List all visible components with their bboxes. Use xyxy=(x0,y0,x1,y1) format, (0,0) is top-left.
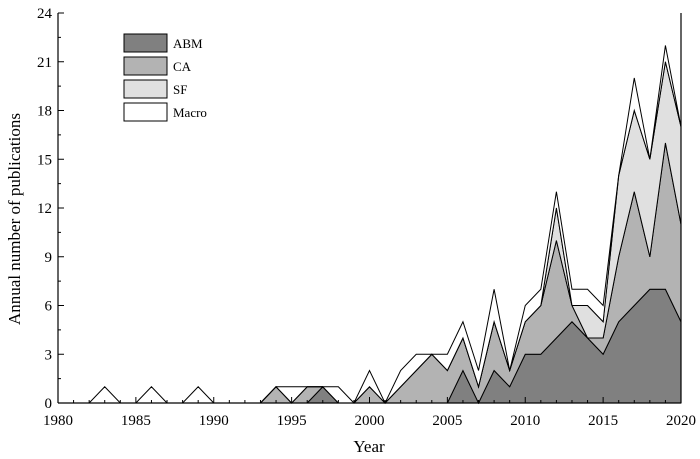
x-tick-label: 2015 xyxy=(588,413,618,429)
y-tick-label: 6 xyxy=(45,299,53,315)
x-tick-label: 2010 xyxy=(510,413,540,429)
y-axis-label: Annual number of publications xyxy=(5,113,24,325)
legend-swatch-sf xyxy=(123,79,168,99)
legend-label-abm: ABM xyxy=(173,36,203,51)
x-tick-label: 1980 xyxy=(43,413,73,429)
y-tick-label: 21 xyxy=(37,55,52,71)
x-tick-label: 2020 xyxy=(666,413,696,429)
y-tick-label: 9 xyxy=(45,250,53,266)
legend-label-sf: SF xyxy=(173,82,187,97)
x-tick-label: 1995 xyxy=(277,413,307,429)
x-tick-label: 1990 xyxy=(199,413,229,429)
y-tick-label: 0 xyxy=(45,396,53,412)
x-axis-label: Year xyxy=(353,437,385,456)
legend-label-ca: CA xyxy=(173,59,192,74)
x-tick-label: 2005 xyxy=(432,413,462,429)
legend-label-macro: Macro xyxy=(173,105,207,120)
y-tick-label: 3 xyxy=(45,347,53,363)
x-tick-label: 2000 xyxy=(355,413,385,429)
y-tick-label: 12 xyxy=(37,201,52,217)
y-axis-ticks: 0 3 6 9 12 15 18 21 24 xyxy=(37,6,64,412)
legend: ABM CA SF Macro xyxy=(123,33,207,122)
y-tick-label: 15 xyxy=(37,152,52,168)
x-tick-label: 1985 xyxy=(121,413,151,429)
legend-swatch-abm xyxy=(123,33,168,53)
stacked-areas xyxy=(58,45,682,405)
y-tick-label: 24 xyxy=(37,6,53,22)
legend-swatch-macro xyxy=(123,102,168,122)
x-axis-ticks: 1980 1985 1990 1995 2000 2005 2010 2015 2020 xyxy=(43,397,696,429)
y-tick-label: 18 xyxy=(37,104,52,120)
legend-swatch-ca xyxy=(123,56,168,76)
